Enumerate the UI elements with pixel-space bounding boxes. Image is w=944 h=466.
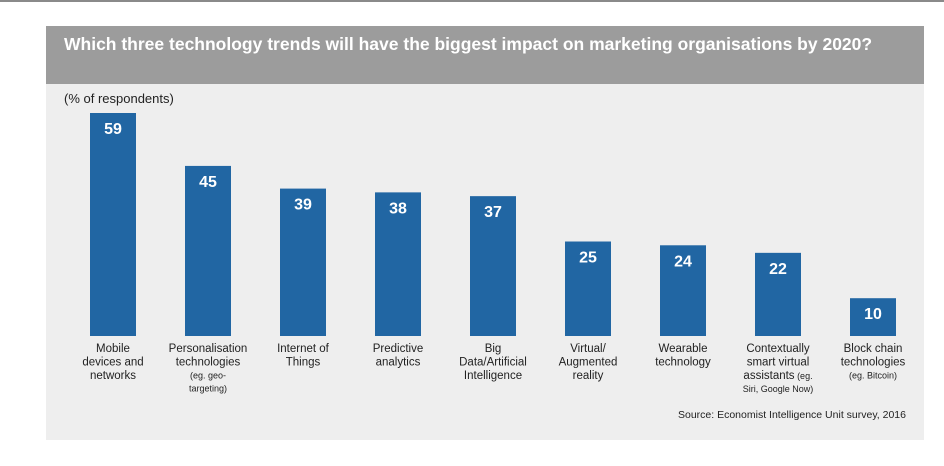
category-label: Block chain technologies (eg. Bitcoin) xyxy=(841,343,906,381)
category-label: Wearable technology xyxy=(655,343,711,369)
bar xyxy=(375,192,421,336)
category-label: Personalisation technologies (eg. geo-targ… xyxy=(169,343,248,394)
bar xyxy=(280,188,326,336)
title-bar xyxy=(46,26,924,84)
chart-subtitle: (% of respondents) xyxy=(64,91,174,106)
bar-value-label: 25 xyxy=(579,250,597,267)
bar-value-label: 39 xyxy=(294,197,312,214)
bar xyxy=(565,241,611,336)
category-label: Internet of Things xyxy=(277,343,330,369)
category-label: Mobile devices and networks xyxy=(82,343,143,382)
category-label: Big Data/Artificial Intelligence xyxy=(459,343,527,382)
chart-title: Which three technology trends will have … xyxy=(64,34,873,54)
bar-value-label: 38 xyxy=(389,200,407,217)
source-note: Source: Economist Intelligence Unit surv… xyxy=(677,409,906,421)
bar xyxy=(470,196,516,336)
category-label: Predictive analytics xyxy=(373,343,424,369)
bar-value-label: 45 xyxy=(199,174,217,191)
bar xyxy=(185,165,231,336)
category-label: Virtual/Augmented reality xyxy=(559,343,618,382)
bar-value-label: 59 xyxy=(104,121,122,138)
bar-value-label: 24 xyxy=(674,253,692,270)
bar xyxy=(755,252,801,336)
bar-value-label: 22 xyxy=(769,261,787,278)
bar xyxy=(90,113,136,336)
top-rule xyxy=(0,0,944,2)
bar-value-label: 37 xyxy=(484,204,502,221)
bar xyxy=(660,245,706,336)
bar-value-label: 10 xyxy=(864,306,882,323)
bar xyxy=(850,298,896,336)
category-label: Contextually smart virtual assistants (eg.… xyxy=(743,343,814,394)
